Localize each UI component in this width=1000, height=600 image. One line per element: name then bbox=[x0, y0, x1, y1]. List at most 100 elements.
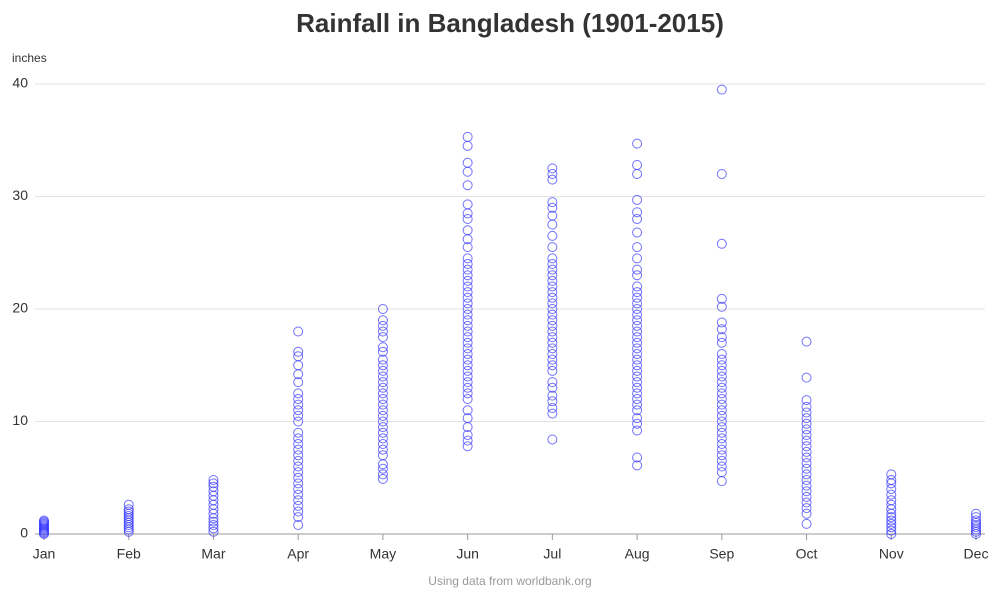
data-point bbox=[462, 180, 473, 191]
data-point bbox=[293, 405, 304, 416]
data-point bbox=[547, 169, 558, 179]
data-point bbox=[716, 405, 727, 416]
data-point bbox=[547, 309, 558, 320]
data-point bbox=[716, 388, 727, 399]
data-point bbox=[886, 469, 897, 480]
data-point bbox=[632, 360, 643, 371]
data-point bbox=[886, 522, 897, 533]
data-point bbox=[123, 499, 134, 510]
data-point bbox=[293, 495, 304, 506]
data-point bbox=[462, 343, 473, 354]
data-point bbox=[377, 463, 388, 474]
data-point bbox=[377, 416, 388, 427]
data-point bbox=[547, 275, 558, 286]
data-point bbox=[632, 343, 643, 354]
data-point bbox=[632, 388, 643, 399]
x-tick-label: Feb bbox=[117, 546, 141, 562]
data-point bbox=[462, 320, 473, 331]
data-point bbox=[293, 461, 304, 472]
data-point bbox=[462, 140, 473, 151]
data-point bbox=[716, 354, 727, 365]
data-point bbox=[801, 463, 812, 474]
data-point bbox=[971, 520, 981, 530]
data-point bbox=[547, 270, 558, 281]
data-point bbox=[208, 486, 219, 497]
data-point bbox=[547, 434, 558, 445]
y-axis-label: inches bbox=[12, 51, 47, 65]
data-point bbox=[716, 399, 727, 410]
data-point bbox=[462, 365, 473, 376]
data-point bbox=[462, 292, 473, 303]
data-point bbox=[377, 326, 388, 337]
data-point bbox=[547, 332, 558, 343]
data-point bbox=[716, 467, 727, 478]
data-point bbox=[293, 484, 304, 494]
data-point bbox=[632, 377, 643, 388]
data-point bbox=[716, 433, 727, 444]
data-point bbox=[462, 131, 473, 142]
data-point bbox=[462, 377, 473, 388]
data-point bbox=[632, 242, 643, 253]
data-point bbox=[716, 317, 727, 328]
data-point bbox=[293, 489, 304, 500]
data-point bbox=[547, 377, 558, 388]
data-point bbox=[377, 360, 388, 371]
data-point bbox=[886, 515, 897, 526]
data-point bbox=[547, 259, 558, 269]
data-point bbox=[377, 388, 388, 399]
x-tick-label: Apr bbox=[287, 546, 309, 562]
data-point bbox=[293, 478, 304, 489]
data-point bbox=[716, 324, 727, 335]
chart-title: Rainfall in Bangladesh (1901-2015) bbox=[296, 8, 724, 38]
data-point bbox=[547, 197, 558, 208]
data-point bbox=[462, 332, 473, 343]
data-point bbox=[547, 408, 558, 419]
data-point bbox=[971, 515, 981, 526]
data-point bbox=[801, 458, 812, 469]
data-point bbox=[547, 354, 558, 365]
data-point bbox=[632, 460, 643, 471]
data-point bbox=[547, 304, 558, 314]
data-point bbox=[547, 287, 558, 298]
data-point bbox=[716, 84, 727, 95]
data-point bbox=[462, 315, 473, 326]
data-point bbox=[632, 298, 643, 309]
data-point bbox=[462, 298, 473, 309]
data-point bbox=[716, 371, 727, 382]
data-point bbox=[377, 439, 388, 449]
data-point bbox=[632, 320, 643, 331]
data-point bbox=[632, 214, 643, 224]
data-point bbox=[716, 416, 727, 427]
data-point bbox=[632, 349, 643, 359]
data-point bbox=[632, 207, 643, 218]
data-point bbox=[293, 394, 304, 404]
data-point bbox=[208, 526, 219, 537]
data-point bbox=[632, 138, 643, 149]
data-point bbox=[971, 522, 981, 533]
x-tick-label: Dec bbox=[964, 546, 989, 562]
data-point bbox=[208, 481, 219, 492]
data-point bbox=[632, 394, 643, 404]
y-tick-label: 30 bbox=[12, 187, 28, 203]
data-point bbox=[377, 422, 388, 433]
data-point bbox=[801, 336, 812, 347]
data-point bbox=[886, 489, 897, 500]
data-point bbox=[801, 475, 812, 485]
data-point bbox=[377, 315, 388, 326]
data-point bbox=[462, 208, 473, 219]
data-point bbox=[547, 292, 558, 303]
data-point bbox=[632, 371, 643, 382]
data-point bbox=[462, 354, 473, 365]
data-point bbox=[377, 365, 388, 376]
data-point bbox=[293, 351, 304, 362]
data-point bbox=[377, 444, 388, 455]
data-point bbox=[293, 388, 304, 399]
data-point bbox=[547, 219, 558, 230]
data-point bbox=[462, 413, 473, 424]
data-point bbox=[462, 394, 473, 404]
data-point bbox=[632, 413, 643, 424]
data-point bbox=[632, 309, 643, 320]
data-point bbox=[632, 382, 643, 393]
data-point bbox=[716, 349, 727, 359]
data-point bbox=[462, 281, 473, 292]
